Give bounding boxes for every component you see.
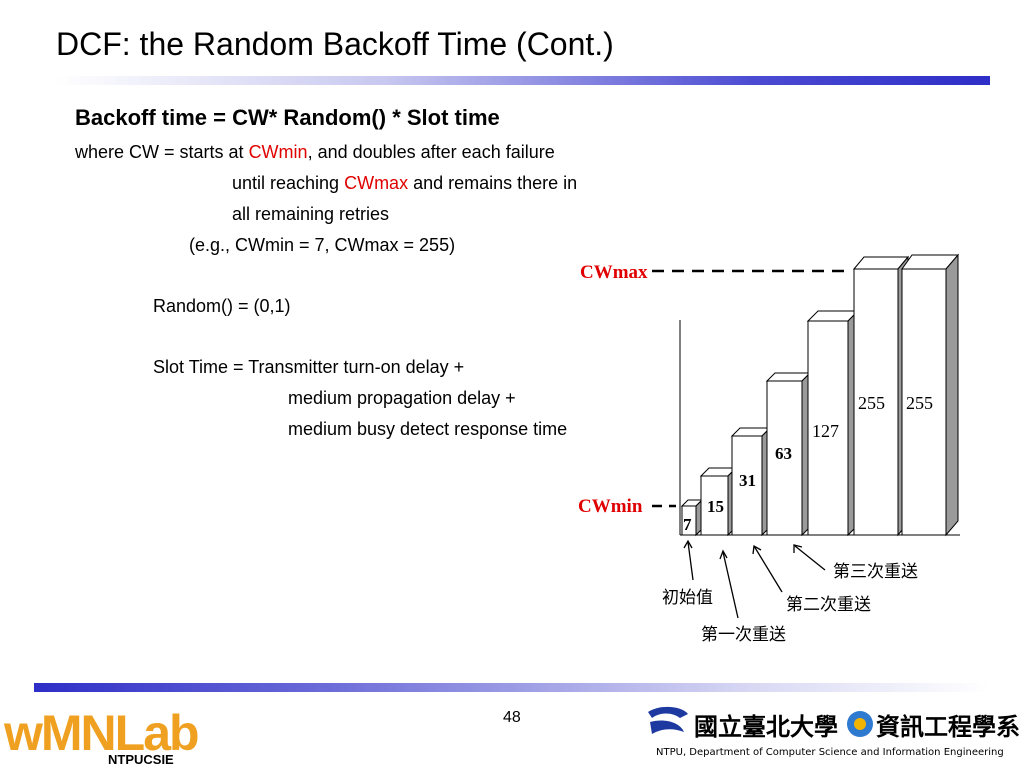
- annotation-initial: 初始值: [662, 588, 713, 607]
- arrow-first-retry: [722, 551, 739, 619]
- slot-time-line: medium busy detect response time: [288, 419, 568, 439]
- bar-value: 127: [812, 421, 839, 441]
- logo-sub: NTPUCSIE: [108, 752, 174, 767]
- cwmax-term: CWmax: [344, 173, 409, 193]
- slot-time-line: medium propagation delay +: [288, 388, 516, 408]
- bar-value: 255: [858, 393, 885, 413]
- university-name: 國立臺北大學: [694, 713, 838, 741]
- bar-body: [681, 505, 697, 536]
- wmnlab-logo: wMNLab NTPUCSIE: [3, 705, 200, 767]
- cw-bar-31: 31: [730, 426, 772, 537]
- cw-bar-127: 127: [806, 309, 860, 537]
- arrowhead: [752, 544, 762, 555]
- arrowhead: [793, 544, 803, 553]
- cw-bar-255: 255: [852, 255, 910, 537]
- annotation-arrows: [683, 539, 826, 619]
- arrow-third-retry: [794, 545, 826, 571]
- bar-body: [731, 435, 763, 536]
- cwmax-label: CWmax: [580, 262, 648, 283]
- where-line-pre: where CW = starts at: [75, 142, 249, 162]
- slide-title: DCF: the Random Backoff Time (Cont.): [56, 26, 614, 62]
- logo-wordmark: wMNLab: [3, 705, 198, 761]
- bar-side: [945, 253, 959, 537]
- where-line: where CW = starts at CWmin, and doubles …: [75, 142, 555, 163]
- page-number: 48: [503, 709, 521, 726]
- cw-bar-63: 63: [765, 371, 812, 537]
- csie-emblem-icon: [854, 718, 866, 730]
- bar-value: 255: [906, 393, 933, 413]
- formula-heading: Backoff time = CW* Random() * Slot time: [75, 105, 500, 130]
- bar-value: 7: [683, 515, 692, 534]
- arrowhead: [683, 539, 693, 549]
- bar-body: [853, 268, 899, 536]
- until-line-pre: until reaching: [232, 173, 345, 193]
- slot-time-line: Slot Time = Transmitter turn-on delay +: [153, 357, 465, 377]
- bar-value: 15: [707, 497, 724, 516]
- arrow-second-retry: [753, 545, 783, 593]
- random-line: Random() = (0,1): [153, 296, 291, 316]
- remaining-line: all remaining retries: [232, 204, 390, 224]
- until-line-post: and remains there in: [408, 173, 578, 193]
- annotation-second-retry: 第二次重送: [786, 595, 871, 614]
- backoff-diagram: CWmax CWmin 7 15 31 63 127 25: [578, 253, 960, 644]
- ntpu-csie-logo: 國立臺北大學 資訊工程學系 NTPU, Department of Comput…: [648, 706, 1020, 758]
- bar-value: 63: [775, 444, 792, 463]
- cwmin-term: CWmin: [248, 142, 308, 162]
- example-line: (e.g., CWmin = 7, CWmax = 255): [189, 235, 456, 255]
- cw-bar-15: 15: [699, 466, 738, 537]
- arrowhead: [719, 549, 728, 560]
- bar-body: [766, 380, 803, 536]
- footer-divider: [34, 683, 990, 692]
- cwmin-label: CWmin: [578, 496, 643, 517]
- department-caption: NTPU, Department of Computer Science and…: [656, 747, 1004, 758]
- where-line-post: , and doubles after each failure: [307, 142, 555, 162]
- title-divider: [56, 76, 990, 85]
- bar-body: [901, 268, 947, 536]
- cw-bar-7: 7: [680, 498, 704, 537]
- ntpu-emblem-icon: [650, 720, 684, 734]
- arrow-initial: [687, 541, 694, 581]
- bar-value: 31: [739, 471, 756, 490]
- department-name: 資訊工程學系: [876, 713, 1020, 741]
- annotation-third-retry: 第三次重送: [833, 562, 918, 581]
- ntpu-emblem-icon: [648, 706, 688, 718]
- logo-sub-bg: [60, 752, 150, 766]
- bar-body: [807, 320, 849, 536]
- until-line: until reaching CWmax and remains there i…: [232, 173, 577, 194]
- annotation-first-retry: 第一次重送: [701, 625, 786, 644]
- bar-body: [700, 475, 729, 536]
- cw-bar-255: 255: [901, 253, 960, 537]
